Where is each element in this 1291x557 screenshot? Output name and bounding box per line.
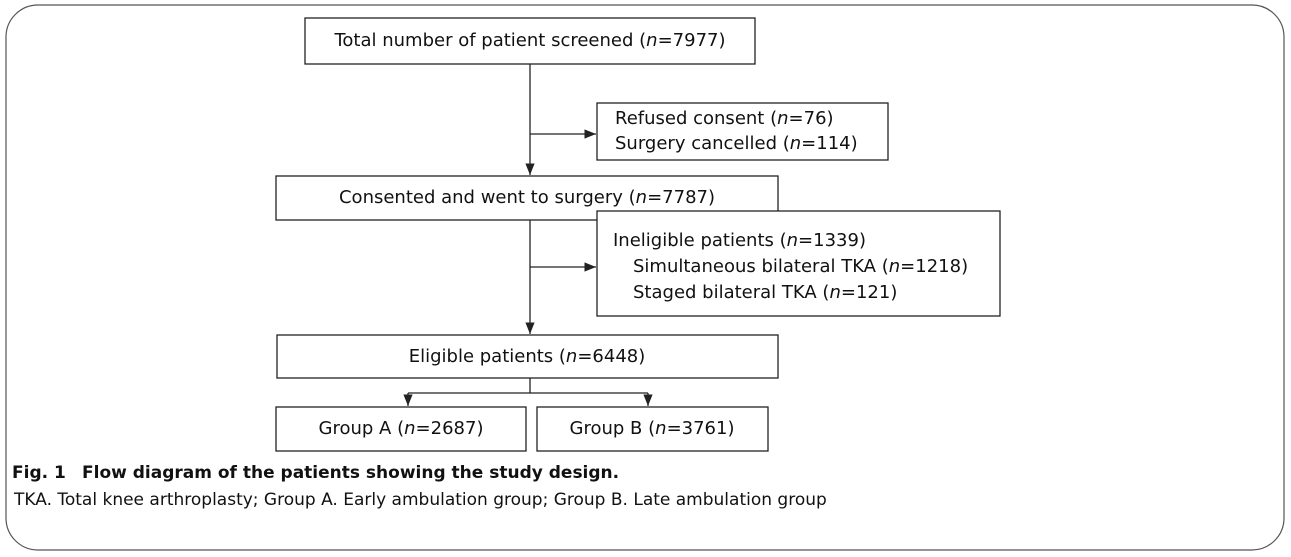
- node-box: [275, 406, 527, 452]
- connectors: [403, 64, 653, 406]
- node-text: Group B (n=3761): [570, 418, 735, 439]
- node-box: [276, 334, 779, 379]
- node-box: [596, 102, 889, 161]
- node-box: [304, 17, 756, 65]
- node-text: Total number of patient screened (n=7977…: [333, 30, 725, 51]
- node-text: Staged bilateral TKA (n=121): [633, 282, 897, 303]
- node-box: [596, 210, 1001, 317]
- node-box: [536, 406, 769, 452]
- node-text: Surgery cancelled (n=114): [615, 133, 858, 154]
- node-text: Group A (n=2687): [319, 418, 484, 439]
- node: Refused consent (n=76) Surgery cancelled …: [596, 102, 889, 161]
- node: Total number of patient screened (n=7977…: [304, 17, 756, 65]
- node-text: Simultaneous bilateral TKA (n=1218): [633, 256, 968, 277]
- caption-text: Flow diagram of the patients showing the…: [82, 463, 619, 483]
- node: Eligible patients (n=6448): [276, 334, 779, 379]
- node: Ineligible patients (n=1339) Simultaneous…: [596, 210, 1001, 317]
- frame: [5, 4, 1285, 551]
- footnote: TKA. Total knee arthroplasty; Group A. E…: [13, 490, 827, 510]
- caption-label: Fig. 1: [12, 463, 66, 483]
- node-text: Consented and went to surgery (n=7787): [339, 187, 715, 208]
- node-text: Refused consent (n=76): [615, 108, 834, 129]
- node-text: Eligible patients (n=6448): [409, 346, 646, 367]
- node: Consented and went to surgery (n=7787): [275, 175, 779, 221]
- node: Group B (n=3761): [536, 406, 769, 452]
- node: Group A (n=2687): [275, 406, 527, 452]
- node-text: Ineligible patients (n=1339): [613, 230, 866, 251]
